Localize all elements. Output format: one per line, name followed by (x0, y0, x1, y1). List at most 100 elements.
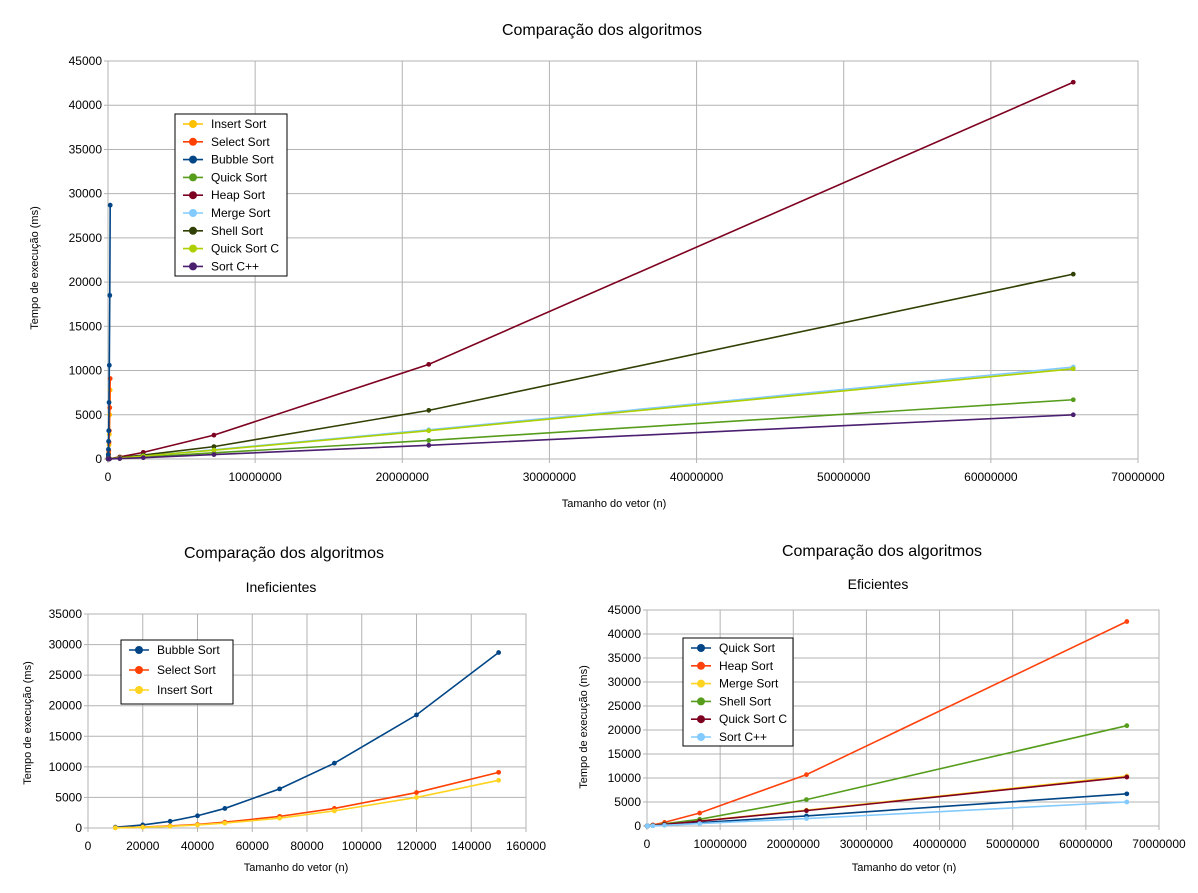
x-tick-label: 40000 (181, 839, 215, 853)
y-tick-label: 25000 (49, 668, 83, 682)
data-point (107, 202, 113, 208)
legend-swatch-marker (697, 733, 705, 741)
chart-efic-title: Comparação dos algoritmos (782, 543, 982, 560)
data-point (804, 808, 809, 814)
data-point (117, 456, 123, 461)
legend-swatch-marker (697, 715, 705, 724)
data-point (414, 790, 419, 795)
x-tick-label: 40000000 (913, 837, 967, 851)
y-tick-label: 30000 (49, 638, 83, 652)
y-tick-label: 25000 (69, 231, 103, 245)
y-tick-label: 10000 (49, 760, 83, 774)
data-point (496, 777, 502, 783)
y-tick-label: 45000 (69, 54, 103, 68)
plot-area-border (107, 60, 1139, 460)
data-point (167, 823, 173, 829)
series-line-merge-sort (108, 366, 1074, 460)
y-tick-label: 35000 (608, 651, 642, 665)
chart-all-title: Comparação dos algoritmos (502, 22, 702, 39)
x-tick-label: 0 (644, 837, 651, 851)
data-point (106, 438, 111, 444)
chart-inef: Comparação dos algoritmos Ineficientes T… (22, 545, 546, 874)
legend-swatch-marker (189, 120, 197, 128)
legend-swatch-marker (189, 173, 197, 182)
y-tick-label: 35000 (69, 142, 103, 156)
data-point (1124, 791, 1130, 797)
x-tick-label: 60000000 (964, 470, 1018, 484)
legend-label: Sort C++ (719, 730, 767, 744)
y-tick-label: 40000 (608, 627, 642, 641)
legend-label: Select Sort (211, 135, 270, 149)
data-point (112, 825, 118, 831)
x-tick-label: 50000000 (817, 470, 871, 484)
data-point (1070, 79, 1076, 85)
data-point (1124, 723, 1130, 729)
x-tick-label: 10000000 (228, 470, 282, 484)
data-point (107, 456, 112, 462)
data-point (426, 442, 432, 448)
legend-label: Select Sort (157, 663, 216, 677)
data-point (804, 797, 809, 802)
data-point (195, 813, 200, 819)
data-point (105, 452, 111, 457)
legend-box (682, 637, 794, 747)
chart-efic-plot: 0 5000 10000 15000 20000 25000 30000 35000 40000… (608, 603, 1186, 851)
x-tick-label: 30000000 (523, 470, 577, 484)
chart-efic-xlabel: Tamanho do vetor (n) (852, 862, 957, 874)
data-point (222, 820, 228, 826)
data-point (804, 772, 809, 778)
data-point (1070, 271, 1076, 277)
chart-efic-subtitle: Eficientes (848, 576, 909, 592)
data-point (106, 446, 111, 452)
legend-swatch-marker (189, 244, 197, 253)
data-point (277, 786, 283, 792)
data-point (1070, 366, 1076, 372)
data-point (211, 447, 217, 453)
data-point (1124, 799, 1130, 805)
y-tick-label: 5000 (75, 408, 102, 422)
y-tick-label: 0 (75, 821, 82, 835)
legend-swatch-marker (189, 262, 197, 271)
y-tick-label: 10000 (69, 364, 103, 378)
legend-swatch-marker (135, 646, 143, 654)
y-tick-label: 35000 (49, 607, 83, 621)
x-tick-label: 80000 (290, 839, 324, 853)
series-line-quick-sort (108, 398, 1074, 460)
data-point (426, 438, 432, 443)
data-point (222, 806, 228, 811)
data-point (426, 428, 432, 434)
data-point (140, 455, 146, 461)
data-point (106, 362, 112, 368)
x-tick-label: 60000 (236, 839, 270, 853)
x-tick-label: 50000000 (986, 837, 1040, 851)
legend-label: Sort C++ (211, 259, 259, 273)
legend-label: Quick Sort C (719, 712, 787, 726)
data-point (1124, 774, 1130, 780)
y-tick-label: 30000 (608, 675, 642, 689)
legend-label: Heap Sort (211, 188, 266, 202)
y-tick-label: 5000 (614, 795, 641, 809)
series-line-quick-sort (647, 793, 1127, 827)
data-point (1070, 412, 1076, 418)
data-point (804, 816, 809, 821)
data-point (414, 795, 419, 800)
chart-efic-ylabel: Tempo de execução (ms) (578, 665, 590, 789)
chart-all-ylabel: Tempo de execução (ms) (29, 206, 41, 330)
y-tick-label: 15000 (69, 319, 103, 333)
y-tick-label: 20000 (49, 699, 83, 713)
y-tick-label: 0 (634, 819, 641, 833)
legend-swatch-marker (189, 226, 197, 235)
y-tick-label: 15000 (49, 729, 83, 743)
chart-all-xlabel: Tamanho do vetor (n) (562, 498, 667, 510)
y-tick-label: 5000 (55, 790, 82, 804)
chart-all: Comparação dos algoritmos Tamanho do vet… (29, 22, 1165, 510)
x-tick-label: 70000000 (1132, 837, 1186, 851)
x-tick-label: 10000000 (693, 837, 747, 851)
legend-label: Bubble Sort (211, 153, 274, 167)
legend-swatch-marker (135, 666, 143, 674)
legend-swatch-marker (697, 661, 705, 670)
x-tick-label: 60000000 (1059, 837, 1113, 851)
data-point (697, 821, 703, 826)
series-line-shell-sort (108, 273, 1074, 460)
